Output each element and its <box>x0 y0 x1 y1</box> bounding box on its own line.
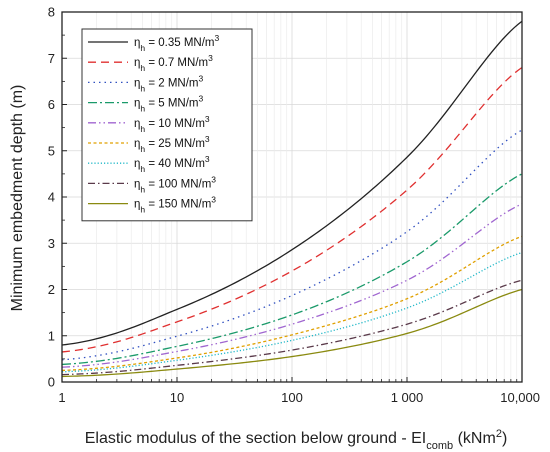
legend-symbol-subscript: h <box>140 184 145 194</box>
y-axis-label: Minimum embedment depth (m) <box>9 85 26 312</box>
legend-unit-superscript: 3 <box>205 134 210 144</box>
legend-unit-superscript: 3 <box>214 33 219 43</box>
legend-box <box>81 28 253 222</box>
y-tick-label: 3 <box>48 236 55 251</box>
legend-item: ηh = 150 MN/m3 <box>88 195 216 215</box>
legend-symbol: η <box>134 178 140 190</box>
x-axis-label: Elastic modulus of the section below gro… <box>85 428 508 452</box>
legend-label: ηh = 25 MN/m3 <box>134 134 210 154</box>
x-axis-label-main: Elastic modulus of the section below gro… <box>85 430 427 447</box>
y-tick-label: 0 <box>48 375 55 390</box>
legend-symbol-subscript: h <box>140 205 145 215</box>
series-line <box>61 288 523 378</box>
x-tick-label: 10,000 <box>500 390 540 405</box>
legend-value: = 5 MN/m <box>145 98 198 110</box>
legend-item: ηh = 0.7 MN/m3 <box>88 53 213 73</box>
legend-label: ηh = 0.7 MN/m3 <box>134 53 213 73</box>
series-line <box>61 173 523 366</box>
legend-value: = 150 MN/m <box>145 199 211 211</box>
series-line <box>61 129 523 361</box>
series-line <box>61 20 523 346</box>
legend-item: ηh = 0.35 MN/m3 <box>88 33 219 53</box>
legend-symbol-subscript: h <box>140 144 145 154</box>
x-axis-label-unit-close: ) <box>502 430 507 447</box>
legend-symbol: η <box>134 77 140 89</box>
y-tick-label: 7 <box>48 51 55 66</box>
legend-symbol-subscript: h <box>140 124 145 134</box>
legend-value: = 0.35 MN/m <box>145 37 214 49</box>
legend-item: ηh = 100 MN/m3 <box>88 174 216 194</box>
y-tick-label: 2 <box>48 282 55 297</box>
legend-value: = 2 MN/m <box>145 77 198 89</box>
legend-label: ηh = 5 MN/m3 <box>134 94 204 114</box>
series-line <box>61 66 523 353</box>
y-tick-label: 5 <box>48 143 55 158</box>
legend-symbol-subscript: h <box>140 63 145 73</box>
x-axis-label-subscript: comb <box>426 440 453 452</box>
legend-item: ηh = 25 MN/m3 <box>88 134 210 154</box>
y-tick-label: 1 <box>48 328 55 343</box>
legend-item: ηh = 2 MN/m3 <box>88 73 204 93</box>
legend-label: ηh = 10 MN/m3 <box>134 114 210 134</box>
legend-unit-superscript: 3 <box>211 195 216 205</box>
x-tick-label: 1 000 <box>391 390 424 405</box>
legend-symbol: η <box>134 57 140 69</box>
legend-unit-superscript: 3 <box>205 114 210 124</box>
legend-symbol: η <box>134 199 140 211</box>
x-tick-label: 1 <box>58 390 65 405</box>
legend-unit-superscript: 3 <box>199 73 204 83</box>
legend-symbol-subscript: h <box>140 164 145 174</box>
series-line <box>61 251 523 373</box>
legend-symbol-subscript: h <box>140 83 145 93</box>
legend-value: = 100 MN/m <box>145 178 211 190</box>
legend-unit-superscript: 3 <box>199 94 204 104</box>
legend-value: = 10 MN/m <box>145 118 205 130</box>
legend-symbol: η <box>134 118 140 130</box>
legend-label: ηh = 2 MN/m3 <box>134 73 204 93</box>
series-layer <box>61 20 523 378</box>
legend-label: ηh = 0.35 MN/m3 <box>134 33 219 53</box>
legend-unit-superscript: 3 <box>208 53 213 63</box>
series-line <box>61 235 523 372</box>
series-line <box>61 279 523 376</box>
legend-value: = 25 MN/m <box>145 138 205 150</box>
y-tick-label: 4 <box>48 190 55 205</box>
legend-unit-superscript: 3 <box>211 174 216 184</box>
y-tick-label: 8 <box>48 5 55 20</box>
legend-item: ηh = 40 MN/m3 <box>88 154 210 174</box>
legend-label: ηh = 150 MN/m3 <box>134 195 216 215</box>
legend-value: = 40 MN/m <box>145 158 205 170</box>
legend-label: ηh = 40 MN/m3 <box>134 154 210 174</box>
x-tick-label: 10 <box>170 390 184 405</box>
x-axis-label-unit: (kNm <box>453 430 496 447</box>
legend-item: ηh = 10 MN/m3 <box>88 114 210 134</box>
y-tick-label: 6 <box>48 97 55 112</box>
legend-unit-superscript: 3 <box>205 154 210 164</box>
legend-value: = 0.7 MN/m <box>145 57 208 69</box>
legend-item: ηh = 5 MN/m3 <box>88 94 204 114</box>
legend-symbol: η <box>134 138 140 150</box>
legend-symbol: η <box>134 37 140 49</box>
x-axis-label-unit-superscript: 2 <box>496 428 502 440</box>
series-line <box>61 203 523 368</box>
legend-symbol: η <box>134 98 140 110</box>
legend-label: ηh = 100 MN/m3 <box>134 174 216 194</box>
legend-symbol-subscript: h <box>140 43 145 53</box>
x-tick-label: 100 <box>281 390 303 405</box>
ticks <box>61 11 523 383</box>
legend-symbol-subscript: h <box>140 104 145 114</box>
legend-symbol: η <box>134 158 140 170</box>
